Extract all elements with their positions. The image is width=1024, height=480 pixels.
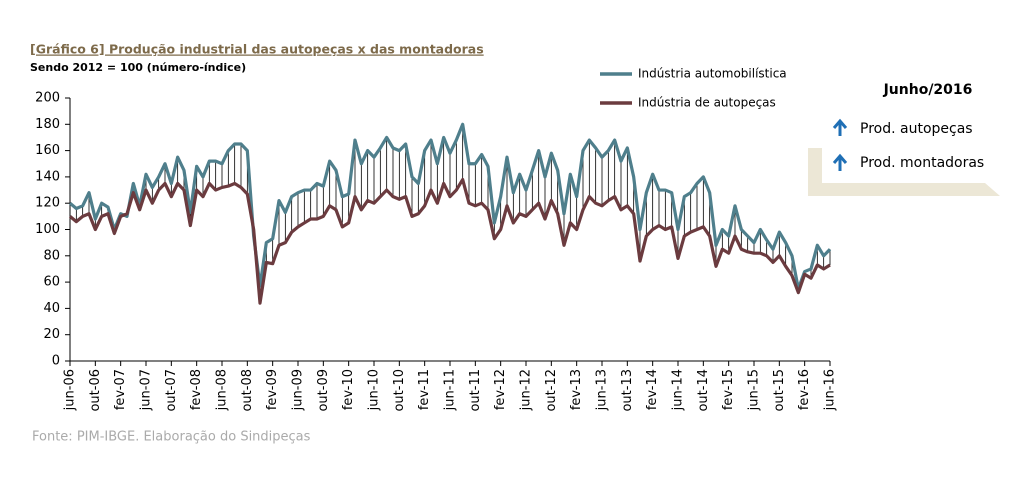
y-tick-label: 120 (35, 196, 60, 211)
x-tick-label: out-12 (544, 369, 559, 412)
x-tick-label: out-08 (240, 369, 255, 412)
x-tick-label: fev-10 (341, 369, 356, 410)
up-arrow (832, 153, 848, 171)
x-tick-label: fev-09 (265, 369, 280, 410)
y-tick-label: 80 (43, 248, 60, 263)
source-note: Fonte: PIM-IBGE. Elaboração do Sindipeça… (32, 430, 311, 445)
panel-title: Junho/2016 (883, 82, 973, 98)
y-tick-label: 60 (43, 275, 60, 290)
x-tick-label: out-07 (164, 369, 179, 412)
x-tick-label: fev-08 (189, 369, 204, 410)
x-tick-label: fev-13 (569, 369, 584, 410)
panel-shape (808, 148, 1000, 196)
y-tick-label: 160 (35, 143, 60, 158)
y-tick-label: 140 (35, 169, 60, 184)
x-tick-label: fev-07 (113, 369, 128, 410)
x-tick-label: jun-12 (519, 369, 534, 411)
x-tick-label: fev-14 (645, 369, 660, 410)
x-tick-label: jun-11 (443, 369, 458, 411)
x-tick-label: out-14 (696, 369, 711, 412)
chart-subtitle: Sendo 2012 = 100 (número-índice) (30, 61, 246, 74)
x-tick-label: jun-06 (63, 369, 78, 411)
x-tick-label: jun-13 (595, 369, 610, 411)
x-tick-label: out-13 (620, 369, 635, 412)
x-tick-label: jun-08 (215, 369, 230, 411)
x-tick-label: fev-12 (493, 369, 508, 410)
x-tick-label: out-10 (392, 369, 407, 412)
x-tick-label: out-11 (468, 369, 483, 412)
x-tick-label: jun-09 (291, 369, 306, 411)
x-tick-label: out-15 (772, 369, 787, 412)
y-tick-label: 100 (35, 222, 60, 237)
panel-item: Prod. montadoras (860, 155, 984, 171)
x-tick-label: out-09 (316, 369, 331, 412)
y-tick-label: 40 (43, 301, 60, 316)
x-tick-label: jun-07 (139, 369, 154, 411)
chart-title: [Gráfico 6] Produção industrial das auto… (30, 42, 484, 57)
x-tick-label: jun-10 (367, 369, 382, 411)
x-tick-label: fev-15 (721, 369, 736, 410)
series-line (68, 122, 832, 291)
x-tick-label: fev-16 (797, 369, 812, 410)
up-arrow (832, 118, 848, 136)
x-tick-label: jun-16 (823, 369, 838, 411)
x-tick-label: fev-11 (417, 369, 432, 410)
series-line (68, 177, 831, 305)
x-tick-label: out-06 (88, 369, 103, 412)
y-tick-label: 200 (35, 91, 60, 106)
x-tick-label: jun-14 (671, 369, 686, 411)
x-tick-label: jun-15 (747, 369, 762, 411)
panel-item: Prod. autopeças (860, 121, 973, 137)
y-tick-label: 20 (43, 327, 60, 342)
y-tick-label: 0 (52, 354, 60, 369)
y-tick-label: 180 (35, 117, 60, 132)
legend-label: Indústria automobilística (638, 67, 787, 81)
legend-label: Indústria de autopeças (638, 96, 776, 110)
